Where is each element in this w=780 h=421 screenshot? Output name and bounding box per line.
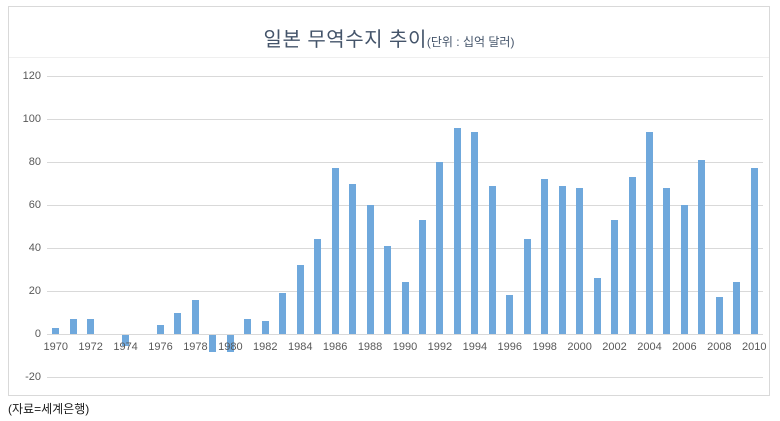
bar-2006 — [680, 205, 688, 334]
bar-2005 — [663, 187, 671, 334]
source-note: (자료=세계은행) — [8, 402, 90, 416]
bar-1970 — [52, 327, 60, 334]
x-tick-label: 1972 — [78, 341, 103, 353]
y-tick-label: 100 — [22, 113, 41, 125]
bar-1977 — [174, 312, 182, 334]
plot-area: 1970 1972 1974 1976 1978 1980 1982 1984 1986 1988… — [43, 76, 767, 378]
x-tick-label: 1980 — [218, 341, 243, 353]
bar-2001 — [593, 278, 601, 334]
x-tick-label: 1996 — [497, 341, 522, 353]
bar-1995 — [488, 185, 496, 334]
y-tick-label: 80 — [28, 156, 41, 168]
y-tick-label: -20 — [25, 371, 41, 383]
y-axis-labels: 120 100 80 60 40 20 0 -20 — [9, 70, 41, 383]
chart-unit-label: (단위 : 십억 달러) — [426, 35, 515, 49]
x-tick-label: 1970 — [43, 341, 68, 353]
bar-2009 — [733, 282, 741, 334]
bar-1987 — [349, 183, 357, 334]
x-tick-label: 1982 — [253, 341, 278, 353]
bar-1983 — [279, 293, 287, 334]
bar-1978 — [191, 299, 199, 334]
bar-1993 — [453, 127, 461, 334]
gridline--20 — [47, 377, 763, 378]
x-tick-label: 2006 — [672, 341, 697, 353]
bar-1986 — [331, 168, 339, 334]
bar-1998 — [541, 179, 549, 334]
y-tick-label: 0 — [34, 328, 41, 340]
chart-title: 일본 무역수지 추이 — [263, 29, 427, 51]
x-tick-label: 1976 — [148, 341, 173, 353]
bar-2000 — [576, 187, 584, 334]
x-tick-label: 1990 — [392, 341, 418, 353]
x-tick-label: 2002 — [602, 341, 627, 353]
gridline-0 — [47, 334, 763, 335]
x-tick-label: 2004 — [637, 341, 662, 353]
x-tick-label: 1988 — [357, 341, 383, 353]
y-tick-label: 20 — [28, 285, 41, 297]
x-tick-label: 1994 — [462, 341, 488, 353]
bar-1988 — [366, 205, 374, 334]
y-tick-label: 60 — [28, 199, 41, 211]
bar-2003 — [628, 177, 636, 334]
x-tick-label: 1992 — [427, 341, 453, 353]
bar-1985 — [314, 239, 322, 334]
bar-2008 — [715, 297, 723, 334]
bar-1990 — [401, 282, 409, 334]
bar-1980 — [226, 335, 234, 353]
bar-2002 — [611, 220, 619, 334]
x-tick-label: 1986 — [322, 341, 348, 353]
bar-2007 — [698, 159, 706, 334]
bar-1981 — [244, 318, 252, 334]
x-tick-label: 2000 — [567, 341, 592, 353]
bar-1991 — [418, 220, 426, 334]
y-tick-label: 120 — [22, 70, 41, 82]
gridline-120 — [47, 76, 763, 77]
gridline-40 — [47, 248, 763, 249]
gridline-60 — [47, 205, 763, 206]
x-tick-label: 1984 — [287, 341, 313, 353]
bar-1974 — [122, 335, 130, 346]
bar-1992 — [436, 162, 444, 334]
x-tick-label: 1974 — [113, 341, 138, 353]
x-tick-label: 2008 — [707, 341, 732, 353]
bar-1999 — [558, 185, 566, 334]
x-tick-label: 1978 — [183, 341, 208, 353]
x-tick-label: 2010 — [742, 341, 767, 353]
bar-1972 — [87, 318, 95, 334]
bar-2010 — [750, 168, 758, 334]
bar-1984 — [296, 265, 304, 334]
bar-1982 — [261, 321, 269, 334]
bar-1996 — [506, 295, 514, 334]
gridline-100 — [47, 119, 763, 120]
bar-1997 — [523, 239, 531, 334]
bar-1979 — [209, 335, 217, 353]
bar-1989 — [384, 245, 392, 334]
bar-1971 — [69, 318, 77, 334]
chart-title-row: 일본 무역수지 추이(단위 : 십억 달러) — [9, 7, 769, 58]
bar-1976 — [157, 325, 164, 334]
gridline-80 — [47, 162, 763, 163]
bar-1994 — [471, 131, 479, 334]
chart-frame: 일본 무역수지 추이(단위 : 십억 달러) 120 100 80 60 40 20 0 -2… — [8, 6, 770, 396]
bar-2004 — [645, 131, 653, 334]
y-tick-label: 40 — [28, 242, 41, 254]
x-tick-label: 1998 — [532, 341, 557, 353]
